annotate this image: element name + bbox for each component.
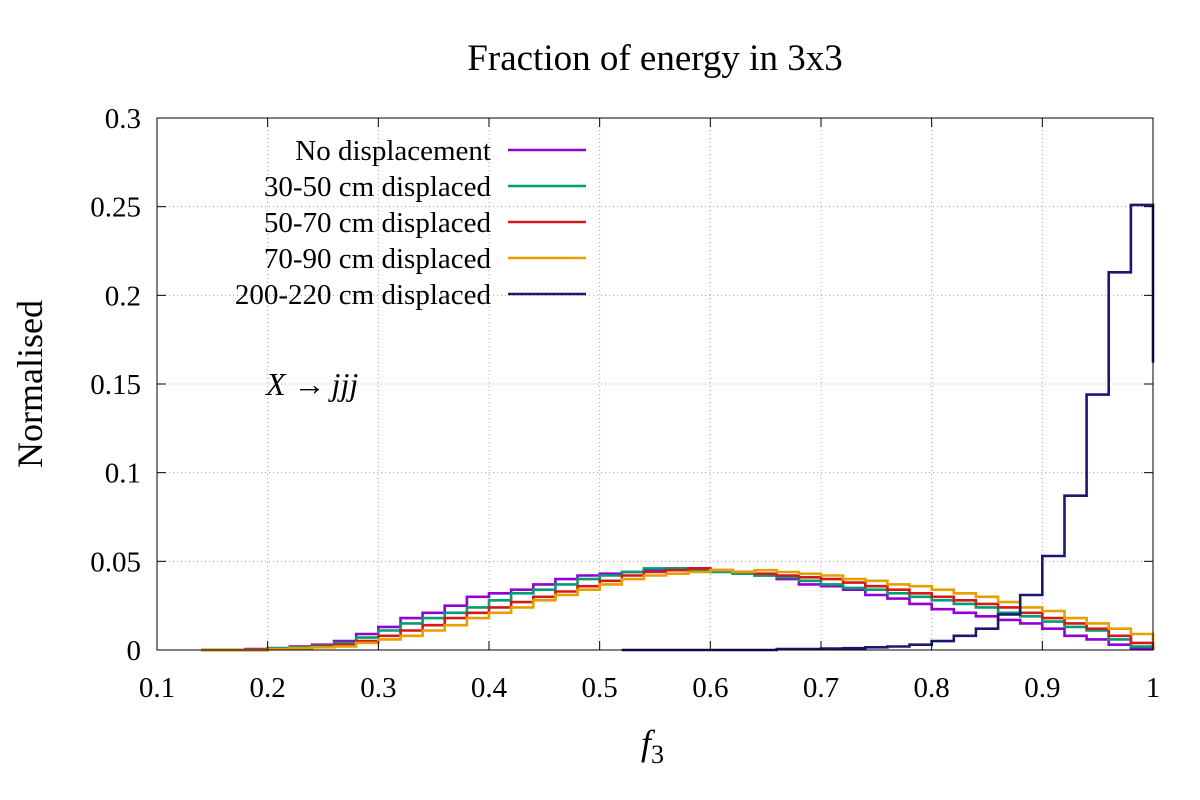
x-tick-label: 0.2 xyxy=(250,672,286,704)
annotation-arrow: → xyxy=(294,366,326,402)
y-tick-label: 0.25 xyxy=(90,192,141,224)
y-tick-label: 0.05 xyxy=(90,546,141,578)
legend-label-5: 200-220 cm displaced xyxy=(235,279,492,311)
x-tick-label: 0.3 xyxy=(360,672,396,704)
x-tick-label: 0.1 xyxy=(139,672,175,704)
gridlines xyxy=(157,118,1153,650)
y-axis-label: Normalised xyxy=(10,300,50,468)
series-layer xyxy=(201,203,1155,652)
legend-label-2: 30-50 cm displaced xyxy=(264,171,492,203)
series-line-2 xyxy=(201,567,1155,652)
y-tick-label: 0 xyxy=(127,635,142,667)
y-tick-label: 0.3 xyxy=(105,103,141,135)
x-tick-label: 0.9 xyxy=(1024,672,1060,704)
annotation-products: jjj xyxy=(328,366,359,402)
x-tick-label: 0.4 xyxy=(471,672,508,704)
x-tick-label: 0.5 xyxy=(582,672,618,704)
series-line-1 xyxy=(201,567,1155,652)
series-line-3 xyxy=(201,567,1155,652)
legend-label-4: 70-90 cm displaced xyxy=(264,243,492,275)
series-line-4 xyxy=(201,568,1155,652)
annotation-var: X xyxy=(264,366,287,402)
process-annotation: X → jjj xyxy=(264,366,358,402)
x-tick-label: 0.7 xyxy=(803,672,839,704)
x-tick-label: 1 xyxy=(1146,672,1161,704)
y-tick-label: 0.1 xyxy=(105,458,141,490)
legend-label-3: 50-70 cm displaced xyxy=(264,207,492,239)
tick-labels: 0.1 0.2 0.3 0.4 0.5 0.6 0.7 0.8 0.9 1 0 0.05 0.1 0.15… xyxy=(90,103,1160,704)
x-axis-label: f3 xyxy=(641,723,664,769)
x-tick-label: 0.8 xyxy=(914,672,950,704)
y-tick-label: 0.2 xyxy=(105,280,141,312)
y-tick-label: 0.15 xyxy=(90,369,141,401)
legend-label-1: No displacement xyxy=(295,135,491,167)
ticks xyxy=(156,117,1154,651)
x-tick-label: 0.6 xyxy=(692,672,728,704)
legend: No displacement 30-50 cm displaced 50-70 c… xyxy=(235,135,586,311)
chart-title: Fraction of energy in 3x3 xyxy=(467,38,842,79)
x-axis-label-sub: 3 xyxy=(651,740,664,769)
